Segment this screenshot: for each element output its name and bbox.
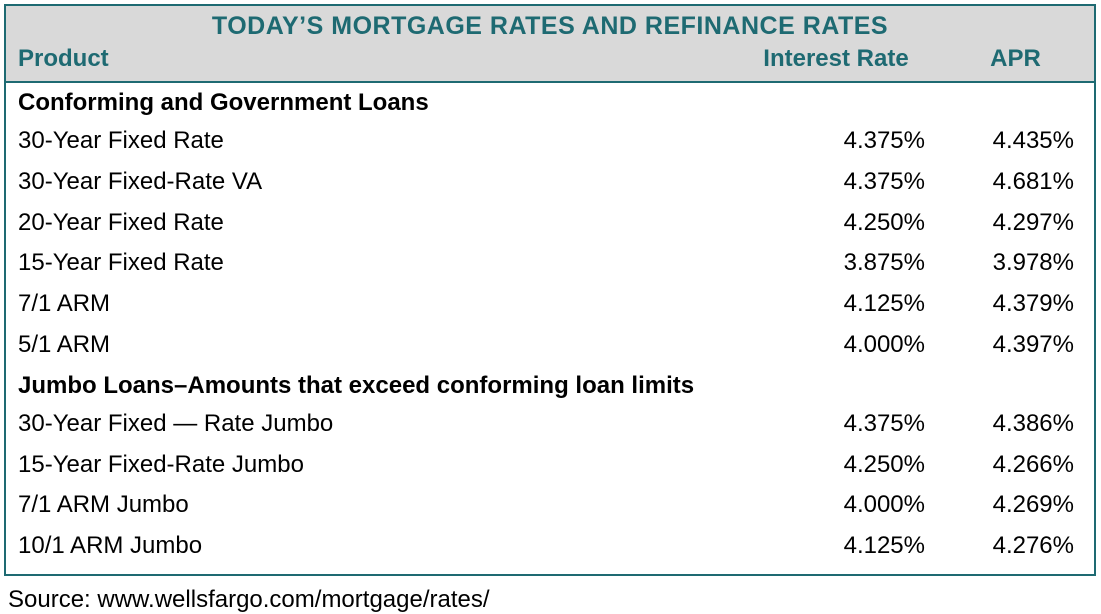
column-header-apr: APR [945,41,1095,82]
table-row: 15-Year Fixed-Rate Jumbo 4.250% 4.266% [5,445,1095,486]
cell-interest-rate: 4.375% [735,162,945,203]
cell-interest-rate: 4.250% [735,203,945,244]
section-heading-label: Conforming and Government Loans [5,82,1095,121]
cell-apr: 4.269% [945,485,1095,526]
cell-product: 5/1 ARM [5,325,735,366]
column-header-interest-rate: Interest Rate [735,41,945,82]
cell-product: 30-Year Fixed-Rate VA [5,162,735,203]
cell-apr: 4.266% [945,445,1095,486]
cell-apr: 4.379% [945,284,1095,325]
cell-product: 30-Year Fixed — Rate Jumbo [5,404,735,445]
table-row: 7/1 ARM 4.125% 4.379% [5,284,1095,325]
cell-interest-rate: 4.125% [735,526,945,575]
cell-product: 10/1 ARM Jumbo [5,526,735,575]
cell-interest-rate: 4.375% [735,404,945,445]
table-row: 10/1 ARM Jumbo 4.125% 4.276% [5,526,1095,575]
cell-product: 20-Year Fixed Rate [5,203,735,244]
table-row: 30-Year Fixed Rate 4.375% 4.435% [5,121,1095,162]
section-heading-label: Jumbo Loans–Amounts that exceed conformi… [5,366,1095,404]
table-row: 30-Year Fixed-Rate VA 4.375% 4.681% [5,162,1095,203]
table-header: TODAY’S MORTGAGE RATES AND REFINANCE RAT… [5,5,1095,82]
table-row: 30-Year Fixed — Rate Jumbo 4.375% 4.386% [5,404,1095,445]
table-row: 15-Year Fixed Rate 3.875% 3.978% [5,243,1095,284]
cell-interest-rate: 3.875% [735,243,945,284]
columns-row: Product Interest Rate APR [5,41,1095,82]
cell-apr: 4.435% [945,121,1095,162]
cell-interest-rate: 4.125% [735,284,945,325]
section-heading: Conforming and Government Loans [5,82,1095,121]
table-row: 20-Year Fixed Rate 4.250% 4.297% [5,203,1095,244]
mortgage-rates-table: TODAY’S MORTGAGE RATES AND REFINANCE RAT… [4,4,1096,576]
cell-apr: 3.978% [945,243,1095,284]
cell-product: 15-Year Fixed-Rate Jumbo [5,445,735,486]
title-row: TODAY’S MORTGAGE RATES AND REFINANCE RAT… [5,5,1095,41]
cell-product: 30-Year Fixed Rate [5,121,735,162]
cell-apr: 4.386% [945,404,1095,445]
cell-interest-rate: 4.000% [735,325,945,366]
cell-interest-rate: 4.000% [735,485,945,526]
cell-apr: 4.276% [945,526,1095,575]
cell-apr: 4.297% [945,203,1095,244]
table-body: Conforming and Government Loans 30-Year … [5,82,1095,575]
table-title: TODAY’S MORTGAGE RATES AND REFINANCE RAT… [5,5,1095,41]
cell-apr: 4.681% [945,162,1095,203]
source-citation: Source: www.wellsfargo.com/mortgage/rate… [4,576,1097,614]
cell-interest-rate: 4.375% [735,121,945,162]
table-row: 5/1 ARM 4.000% 4.397% [5,325,1095,366]
section-heading: Jumbo Loans–Amounts that exceed conformi… [5,366,1095,404]
cell-apr: 4.397% [945,325,1095,366]
cell-product: 15-Year Fixed Rate [5,243,735,284]
cell-interest-rate: 4.250% [735,445,945,486]
table-row: 7/1 ARM Jumbo 4.000% 4.269% [5,485,1095,526]
cell-product: 7/1 ARM [5,284,735,325]
column-header-product: Product [5,41,735,82]
cell-product: 7/1 ARM Jumbo [5,485,735,526]
